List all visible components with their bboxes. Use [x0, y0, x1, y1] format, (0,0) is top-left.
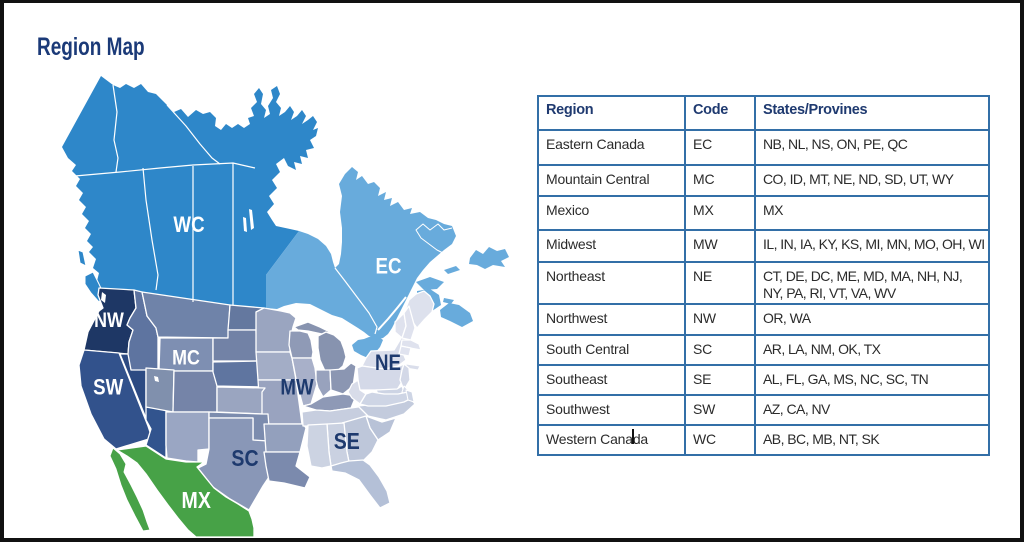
svg-text:NE: NE [375, 352, 401, 376]
svg-text:WC: WC [173, 214, 204, 238]
svg-text:EC: EC [376, 255, 402, 279]
svg-text:MC: MC [172, 346, 200, 370]
svg-text:MX: MX [182, 488, 212, 514]
svg-text:SW: SW [93, 376, 124, 400]
svg-text:MW: MW [280, 376, 314, 400]
svg-text:SE: SE [334, 429, 360, 455]
svg-text:SC: SC [231, 445, 258, 471]
svg-text:NW: NW [94, 309, 124, 333]
